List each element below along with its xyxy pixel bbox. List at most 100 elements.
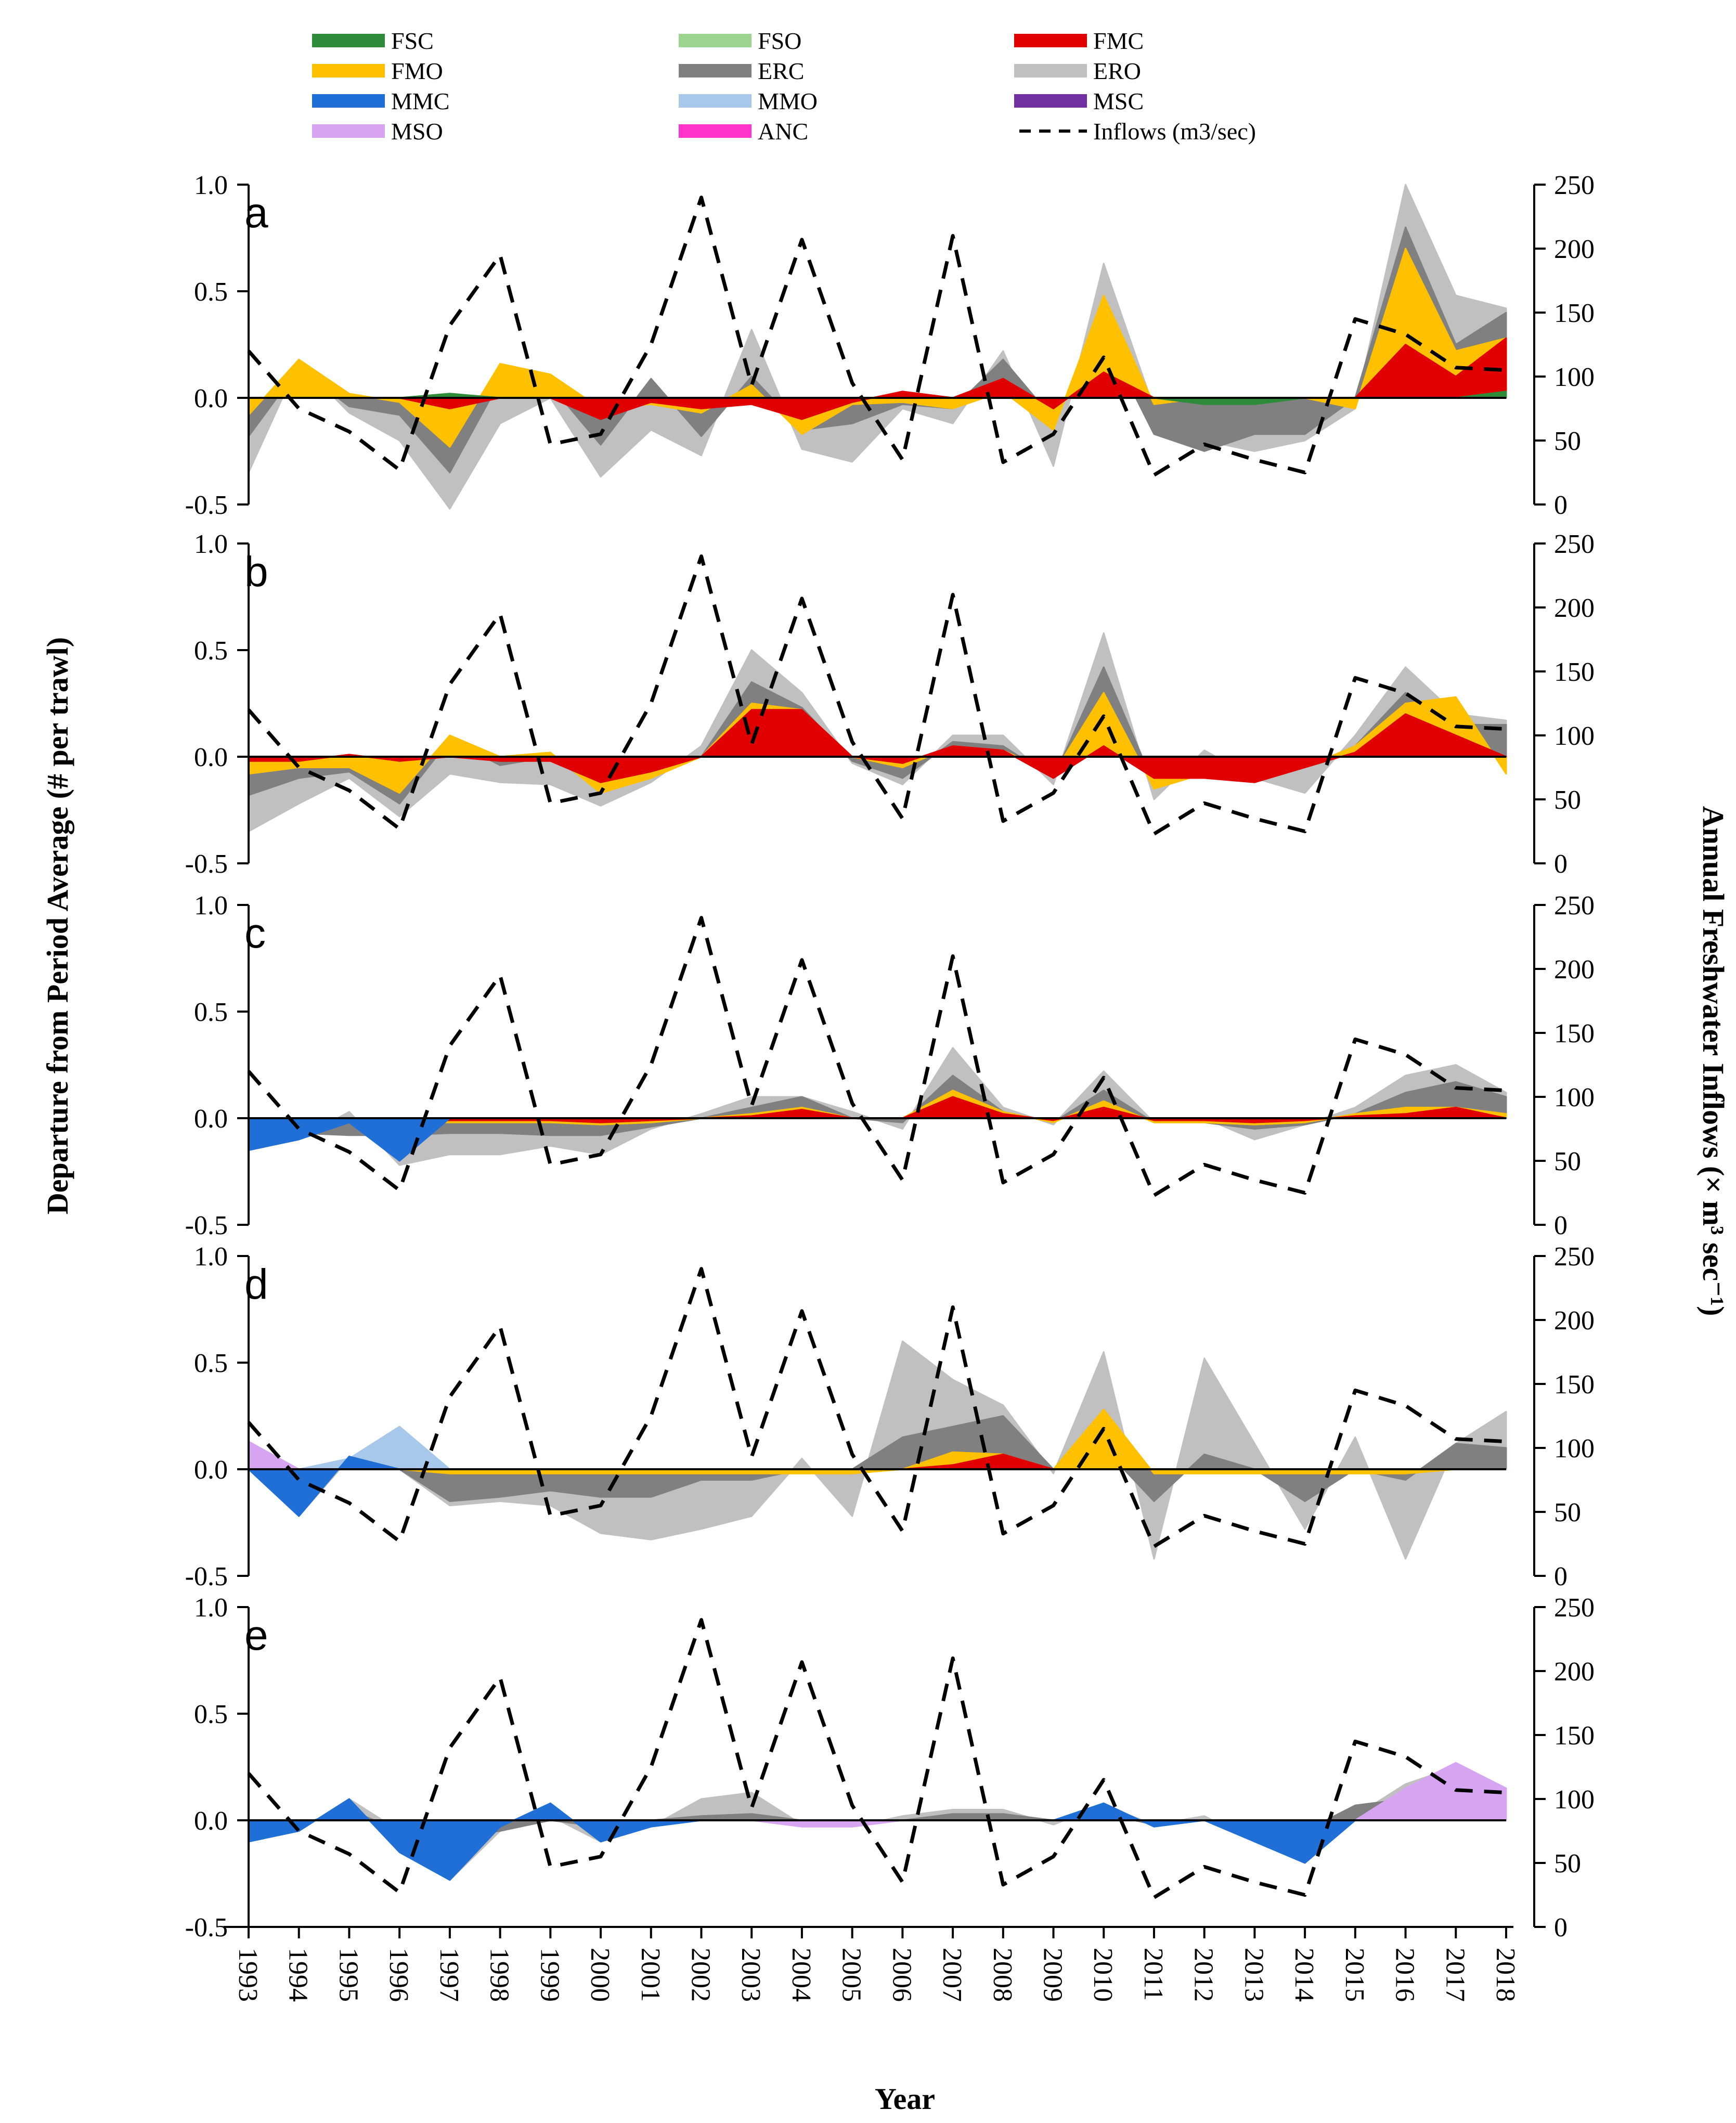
x-tick-label: 1996 <box>384 1948 413 2002</box>
right-tick-label: 50 <box>1554 426 1581 456</box>
x-tick-label: 1993 <box>233 1948 263 2002</box>
x-tick-label: 2007 <box>937 1948 967 2002</box>
panel-a: 1.0 0.5 0.0 -0.5 250 200 150 100 50 0 a <box>185 171 1595 520</box>
right-tick-label: 200 <box>1554 1657 1595 1687</box>
left-tick-label: 1.0 <box>194 529 228 559</box>
right-tick-label: 0 <box>1554 1562 1567 1591</box>
area-ero-a <box>248 184 1507 510</box>
x-tick-label: 1998 <box>485 1948 514 2002</box>
legend-item-anc: ANC <box>679 118 808 145</box>
right-tick-label: 0 <box>1554 849 1567 879</box>
inflows-line-e <box>247 1618 1507 1899</box>
right-tick-label: 100 <box>1554 1434 1595 1464</box>
panel-d: 1.0 0.5 0.0 -0.5 250 200 150 100 50 0 d <box>185 1242 1595 1591</box>
panel-label: a <box>244 189 268 237</box>
left-tick-label: 0.5 <box>194 1700 228 1729</box>
x-tick-label: 2011 <box>1138 1948 1168 2001</box>
x-tick-label: 2006 <box>887 1948 916 2002</box>
left-tick-label: 1.0 <box>194 1593 228 1623</box>
right-tick-label: 50 <box>1554 1849 1581 1879</box>
area-fmc-a <box>248 337 1507 420</box>
x-axis: 1993 1994 1995 1996 1997 1998 1999 2000 2001 2002… <box>224 1926 1520 2002</box>
x-tick-label: 2014 <box>1289 1948 1319 2002</box>
right-tick-label: 0 <box>1554 490 1567 520</box>
right-tick-label: 250 <box>1554 1242 1595 1272</box>
legend-item-mmc: MMC <box>312 88 449 114</box>
legend-label: ERC <box>758 58 804 84</box>
legend-item-fmo: FMO <box>312 58 443 84</box>
legend-item-erc: ERC <box>679 58 804 84</box>
area-erc-d <box>248 1415 1507 1502</box>
x-tick-label: 2015 <box>1340 1948 1369 2002</box>
legend-item-mso: MSO <box>312 118 443 145</box>
legend-swatch <box>1014 64 1087 77</box>
inflows-line-d <box>247 1267 1507 1548</box>
legend-item-msc: MSC <box>1014 88 1144 114</box>
area-fmo-e <box>248 1809 1507 1821</box>
panel-label: c <box>244 910 266 957</box>
left-tick-label: 0.0 <box>194 743 228 772</box>
left-tick-label: -0.5 <box>185 490 228 520</box>
right-tick-label: 50 <box>1554 1498 1581 1527</box>
legend-swatch <box>312 64 385 77</box>
y-axis-label-right: Annual Freshwater Inflows (× m³ sec⁻¹) <box>1696 806 1730 1316</box>
panel-label: e <box>244 1612 268 1659</box>
x-tick-label: 2018 <box>1491 1948 1520 2002</box>
right-tick-label: 200 <box>1554 593 1595 623</box>
x-tick-label: 2013 <box>1239 1948 1268 2002</box>
left-tick-label: -0.5 <box>185 1211 228 1240</box>
right-tick-label: 150 <box>1554 299 1595 328</box>
x-tick-label: 2000 <box>585 1948 615 2002</box>
right-tick-label: 150 <box>1554 1019 1595 1048</box>
x-tick-label: 1995 <box>333 1948 363 2002</box>
x-tick-label: 2010 <box>1088 1948 1118 2002</box>
right-tick-label: 200 <box>1554 1306 1595 1336</box>
x-tick-label: 2003 <box>736 1948 766 2002</box>
left-tick-label: 0.5 <box>194 277 228 307</box>
right-tick-label: 0 <box>1554 1211 1567 1240</box>
legend-swatch <box>312 34 385 47</box>
x-tick-label: 2009 <box>1038 1948 1068 2002</box>
right-tick-label: 250 <box>1554 1593 1595 1623</box>
legend-swatch <box>312 124 385 138</box>
right-tick-label: 150 <box>1554 1370 1595 1400</box>
legend-swatch <box>312 94 385 108</box>
right-tick-label: 50 <box>1554 1147 1581 1176</box>
legend-swatch <box>1014 34 1087 47</box>
x-tick-label: 2017 <box>1440 1948 1470 2002</box>
area-erc-a <box>248 226 1507 473</box>
right-tick-label: 200 <box>1554 955 1595 985</box>
right-tick-label: 100 <box>1554 721 1595 751</box>
area-ero-c <box>248 1047 1507 1166</box>
x-tick-label: 2008 <box>988 1948 1017 2002</box>
x-tick-label: 1997 <box>434 1948 464 2002</box>
legend-label: FMO <box>391 58 443 84</box>
legend-item-mmo: MMO <box>679 88 818 114</box>
right-tick-label: 0 <box>1554 1913 1567 1943</box>
area-mso-e <box>248 1762 1507 1828</box>
x-tick-label: 2001 <box>636 1948 665 2002</box>
right-tick-label: 100 <box>1554 1083 1595 1112</box>
right-tick-label: 100 <box>1554 363 1595 392</box>
left-tick-label: 1.0 <box>194 1242 228 1272</box>
area-mmc-e <box>248 1788 1507 1881</box>
panel-label: b <box>244 548 268 596</box>
right-tick-label: 150 <box>1554 1721 1595 1751</box>
legend-label: FSC <box>391 28 434 54</box>
left-tick-label: 0.5 <box>194 998 228 1027</box>
panel-b: 1.0 0.5 0.0 -0.5 250 200 150 100 50 0 b <box>185 529 1595 879</box>
legend-label: ERO <box>1093 58 1141 84</box>
left-tick-label: 0.0 <box>194 1806 228 1836</box>
area-ero-d <box>248 1340 1507 1560</box>
right-tick-label: 250 <box>1554 891 1595 921</box>
legend-label: MSO <box>391 118 443 145</box>
legend-item-ero: ERO <box>1014 58 1141 84</box>
legend-swatch <box>679 64 752 77</box>
panel-label: d <box>244 1261 268 1308</box>
panels: 1.0 0.5 0.0 -0.5 250 200 150 100 50 0 a 1.0 0.5 0.0 -0… <box>185 171 1595 1943</box>
left-tick-label: 0.5 <box>194 1349 228 1378</box>
panel-c: 1.0 0.5 0.0 -0.5 250 200 150 100 50 0 c <box>185 891 1595 1240</box>
legend: FSC FSO FMC FMO ERC ERO MMC MMO MSC MSO ANC Inflows… <box>312 28 1256 145</box>
left-tick-label: 1.0 <box>194 891 228 921</box>
